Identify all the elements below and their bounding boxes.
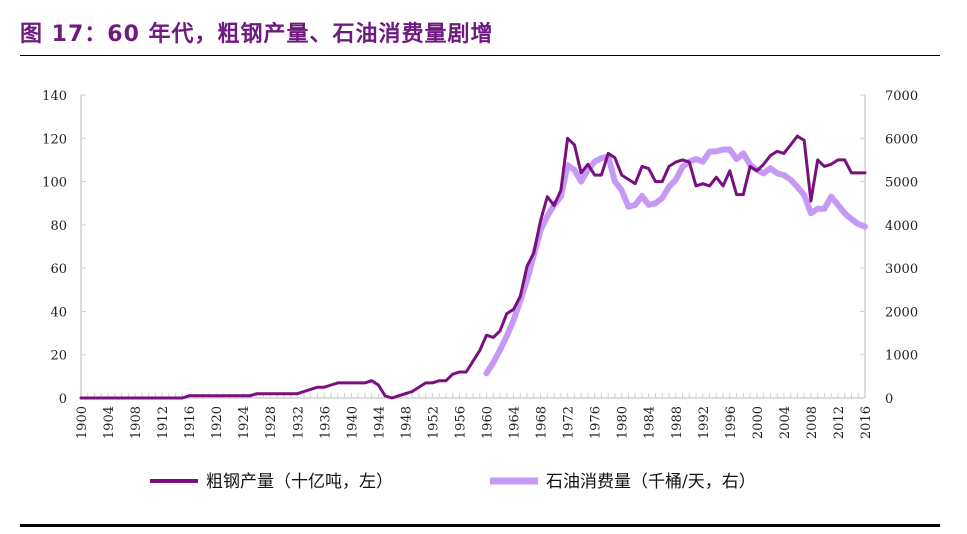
x-tick-label: 2016 <box>859 406 874 439</box>
x-tick-label: 1900 <box>75 406 90 439</box>
x-tick-label: 1964 <box>508 406 523 439</box>
x-tick-label: 1916 <box>183 406 198 439</box>
y-right-tick-label: 1000 <box>885 349 918 364</box>
y-left-tick-label: 60 <box>50 262 67 277</box>
x-tick-label: 1904 <box>102 406 117 439</box>
y-left-tick-label: 20 <box>50 349 67 364</box>
bottom-rule <box>20 524 940 527</box>
x-tick-label: 2008 <box>805 406 820 439</box>
x-tick-label: 1940 <box>345 406 360 439</box>
x-tick-label: 1948 <box>399 406 414 439</box>
x-tick-label: 1936 <box>318 406 333 439</box>
x-tick-label: 1928 <box>264 406 279 439</box>
x-tick-label: 1920 <box>210 406 225 439</box>
x-tick-label: 1932 <box>291 406 306 439</box>
y-left-tick-label: 140 <box>42 89 67 104</box>
x-tick-label: 1992 <box>697 406 712 439</box>
x-tick-label: 1996 <box>724 406 739 439</box>
figure-title: 图 17：60 年代，粗钢产量、石油消费量剧增 <box>20 22 494 47</box>
top-rule <box>20 55 940 56</box>
y-left-tick-label: 80 <box>50 219 67 234</box>
series-line-oil <box>483 146 868 377</box>
y-right-tick-label: 2000 <box>885 305 918 320</box>
y-right-tick-label: 5000 <box>885 176 918 191</box>
y-right-tick-label: 7000 <box>885 89 918 104</box>
x-tick-label: 1980 <box>616 406 631 439</box>
x-tick-label: 1912 <box>156 406 171 439</box>
y-left-tick-label: 100 <box>42 176 67 191</box>
legend-label-steel: 粗钢产量（十亿吨，左） <box>206 472 393 492</box>
legend-label-oil: 石油消费量（千桶/天，右） <box>546 472 756 492</box>
y-left-tick-label: 40 <box>50 305 67 320</box>
x-tick-label: 1952 <box>426 406 441 439</box>
axes: 0 20 40 60 80 100 120 140 0 1000 2000 3000 4000 5000 6… <box>42 89 918 439</box>
series-line-steel <box>79 134 867 400</box>
series-lines <box>79 134 868 400</box>
y-left-tick-label: 120 <box>42 132 67 147</box>
x-tick-label: 2004 <box>778 406 793 439</box>
x-tick-label: 1924 <box>237 406 252 439</box>
legend: 粗钢产量（十亿吨，左） 石油消费量（千桶/天，右） <box>150 472 756 492</box>
x-tick-label: 1944 <box>372 406 387 439</box>
y-left-tick-label: 0 <box>59 392 67 407</box>
y-right-tick-label: 0 <box>885 392 893 407</box>
x-tick-label: 1960 <box>481 406 496 439</box>
x-tick-label: 2012 <box>832 406 847 439</box>
x-tick-label: 1956 <box>453 406 468 439</box>
x-tick-label: 1972 <box>562 406 577 439</box>
y-right-tick-label: 3000 <box>885 262 918 277</box>
x-tick-label: 1908 <box>129 406 144 439</box>
y-right-tick-label: 4000 <box>885 219 918 234</box>
x-tick-label: 1976 <box>589 406 604 439</box>
x-tick-label: 1988 <box>670 406 685 439</box>
x-tick-label: 1968 <box>535 406 550 439</box>
x-tick-label: 2000 <box>751 406 766 439</box>
x-tick-label: 1984 <box>643 406 658 439</box>
y-right-tick-label: 6000 <box>885 132 918 147</box>
